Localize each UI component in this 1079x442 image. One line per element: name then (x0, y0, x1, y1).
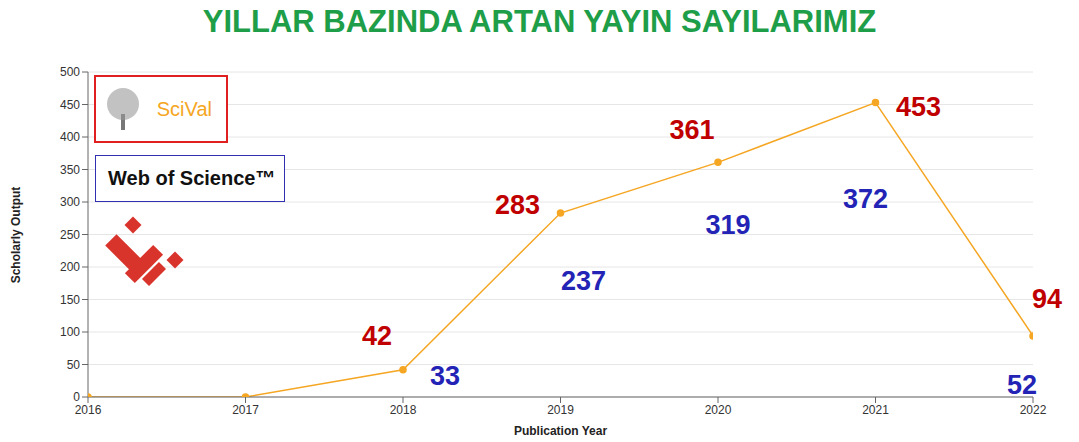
svg-text:350: 350 (60, 163, 80, 177)
svg-text:200: 200 (60, 260, 80, 274)
svg-text:50: 50 (67, 358, 81, 372)
svg-text:94: 94 (1032, 284, 1062, 314)
html-text:Publication Year: Publication Year (513, 424, 608, 438)
svg-text:2021: 2021 (862, 403, 889, 417)
svg-text:319: 319 (705, 210, 750, 240)
svg-text:150: 150 (60, 293, 80, 307)
svg-text:300: 300 (60, 195, 80, 209)
svg-text:372: 372 (843, 184, 888, 214)
svg-text:0: 0 (73, 390, 80, 404)
svg-text:250: 250 (60, 228, 80, 242)
svg-text:2018: 2018 (390, 403, 417, 417)
svg-text:2017: 2017 (232, 403, 259, 417)
svg-text:42: 42 (362, 321, 392, 351)
svg-text:2022: 2022 (1020, 403, 1047, 417)
svg-text:2020: 2020 (705, 403, 732, 417)
svg-text:52: 52 (1007, 370, 1037, 400)
html-text:Web of Science™: Web of Science™ (108, 167, 276, 189)
svg-text:500: 500 (60, 65, 80, 79)
svg-text:453: 453 (896, 92, 941, 122)
svg-text:361: 361 (669, 115, 714, 145)
svg-text:2016: 2016 (75, 403, 102, 417)
svg-text:283: 283 (495, 190, 540, 220)
html-text:SciVal: SciVal (156, 97, 212, 120)
html-text:Scholarly Output: Scholarly Output (9, 186, 23, 284)
svg-text:33: 33 (430, 361, 460, 391)
svg-text:237: 237 (561, 266, 606, 296)
svg-text:100: 100 (60, 325, 80, 339)
svg-text:450: 450 (60, 98, 80, 112)
svg-text:2019: 2019 (547, 403, 574, 417)
svg-text:400: 400 (60, 130, 80, 144)
html-text:YILLAR BAZINDA ARTAN YAYIN SAY: YILLAR BAZINDA ARTAN YAYIN SAYILARIMIZ (202, 4, 877, 39)
